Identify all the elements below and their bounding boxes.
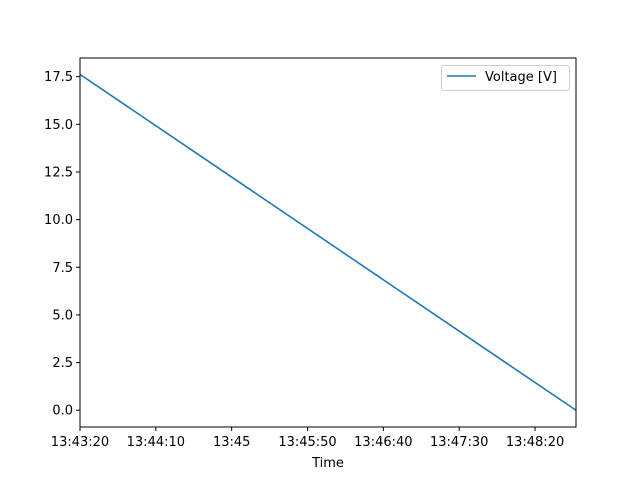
x-tick-label: 13:47:30	[430, 435, 488, 450]
x-tick-label: 13:48:20	[506, 435, 564, 450]
y-tick-label: 17.5	[44, 70, 73, 85]
y-tick-label: 10.0	[44, 213, 73, 228]
x-tick-label: 13:44:10	[127, 435, 185, 450]
x-tick-label: 13:46:40	[354, 435, 412, 450]
legend-box	[441, 65, 570, 91]
y-tick-label: 12.5	[44, 165, 73, 180]
y-tick-label: 7.5	[52, 261, 73, 276]
y-axis-ticks: 0.0 2.5 5.0 7.5 10.0 12.5 15.0 17.5	[44, 70, 80, 419]
series-layer	[79, 73, 577, 411]
x-tick-label: 13:45:50	[278, 435, 336, 450]
x-tick-label: 13:45	[213, 435, 250, 450]
y-tick-label: 2.5	[52, 356, 73, 371]
y-tick-label: 0.0	[52, 404, 73, 419]
plot-frame	[79, 57, 577, 428]
legend: Voltage [V]	[441, 65, 570, 91]
x-tick-label: 13:43:20	[51, 435, 109, 450]
series-line	[79, 73, 577, 411]
x-axis-ticks: 13:43:20 13:44:10 13:45 13:45:50 13:46:40 13:…	[51, 427, 564, 450]
legend-label: Voltage [V]	[485, 70, 557, 85]
x-axis-label: Time	[311, 456, 344, 471]
y-tick-label: 15.0	[44, 118, 73, 133]
y-tick-label: 5.0	[52, 308, 73, 323]
